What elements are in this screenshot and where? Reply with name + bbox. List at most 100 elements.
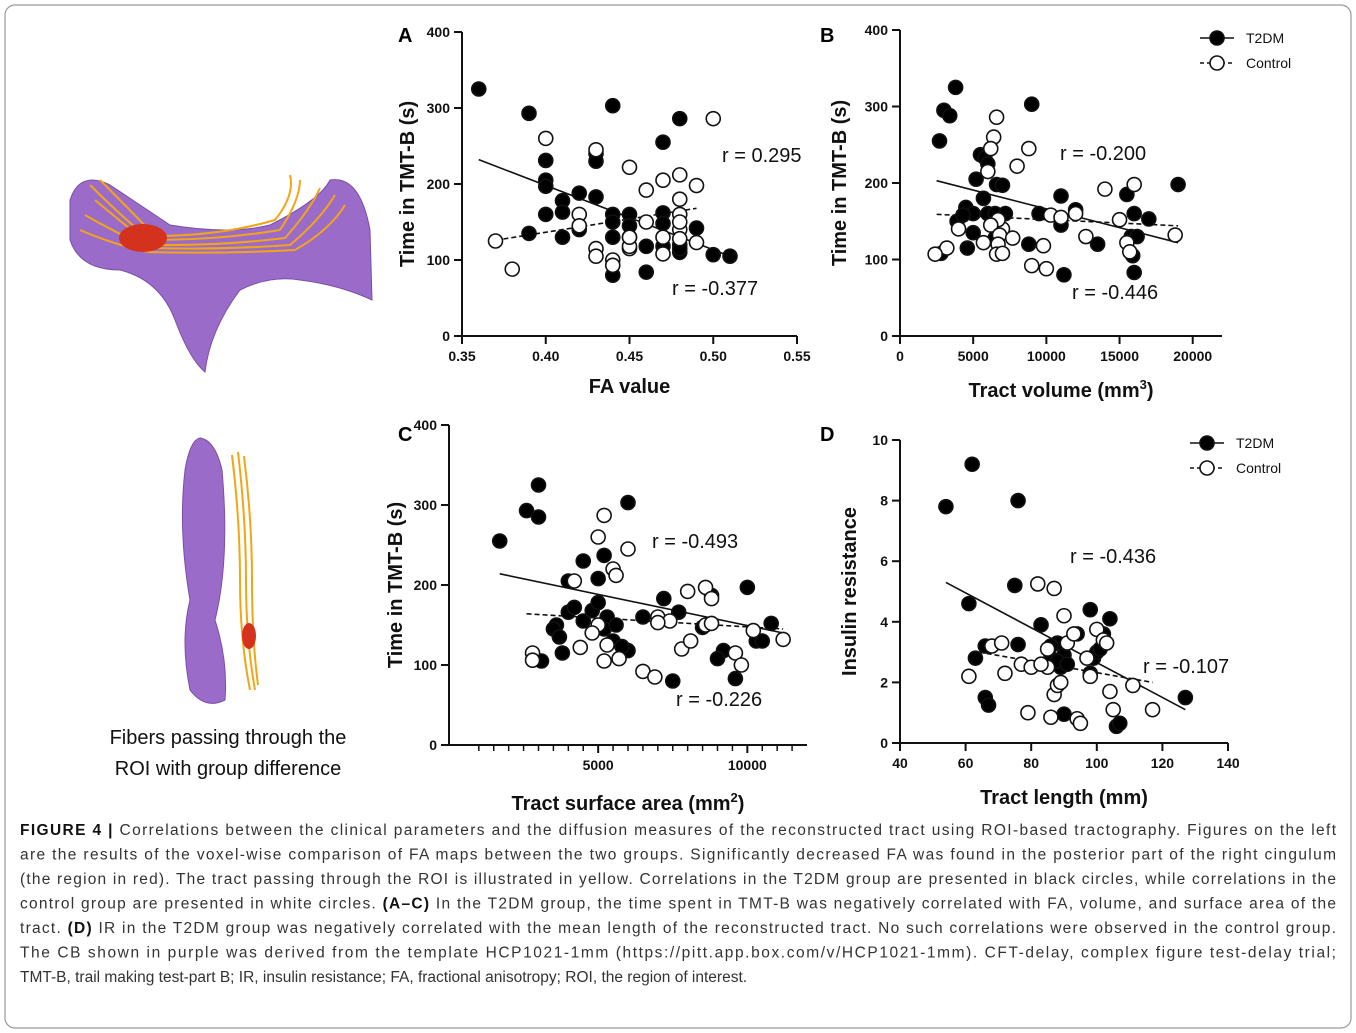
data-point xyxy=(571,185,588,201)
data-point xyxy=(537,130,554,147)
data-point xyxy=(938,498,954,515)
data-point xyxy=(608,617,624,633)
x-tick-label: 10000 xyxy=(728,757,767,773)
data-point xyxy=(1010,492,1026,509)
y-tick-label: 100 xyxy=(427,252,451,268)
data-point xyxy=(993,635,1010,651)
y-tick-label: 100 xyxy=(865,252,889,268)
data-point xyxy=(608,567,624,584)
caption-run: control group are presented in white cir… xyxy=(20,896,381,913)
data-point xyxy=(733,657,750,673)
x-tick-label: 0.45 xyxy=(616,348,643,364)
y-tick-label: 200 xyxy=(865,175,889,191)
data-point xyxy=(959,240,976,256)
y-tick-label: 300 xyxy=(414,497,438,513)
y-axis-label: Insulin resistance xyxy=(839,507,861,676)
data-point xyxy=(947,79,964,96)
data-point xyxy=(604,214,621,230)
caption-line: (the region in red). The tract passing t… xyxy=(20,871,1336,888)
data-point xyxy=(1072,715,1089,732)
data-point xyxy=(1056,607,1072,624)
data-point xyxy=(491,533,508,549)
data-point xyxy=(688,234,705,251)
data-point xyxy=(1023,96,1040,113)
panel-letter: D xyxy=(820,424,834,446)
x-tick-label: 40 xyxy=(892,755,908,771)
data-point xyxy=(1043,709,1059,726)
data-point xyxy=(1097,181,1113,197)
data-point xyxy=(754,633,771,649)
data-point xyxy=(655,134,671,150)
data-point xyxy=(604,97,621,114)
data-point xyxy=(705,246,722,263)
data-point xyxy=(1126,264,1142,281)
y-tick-label: 200 xyxy=(414,577,438,593)
data-point xyxy=(927,246,943,262)
data-point xyxy=(982,140,999,157)
x-axis-label-part: 3 xyxy=(1140,377,1147,392)
y-tick-label: 100 xyxy=(414,657,438,673)
data-point xyxy=(588,248,604,265)
y-tick-label: 300 xyxy=(427,100,451,116)
data-point xyxy=(1111,715,1128,732)
data-point xyxy=(1010,636,1026,653)
data-point xyxy=(1023,257,1040,274)
y-tick-label: 4 xyxy=(880,614,888,630)
data-point xyxy=(572,639,589,656)
data-point xyxy=(722,248,738,265)
data-point xyxy=(1056,266,1072,283)
x-axis-label: Tract length (mm) xyxy=(980,787,1148,809)
x-tick-label: 0.50 xyxy=(700,348,727,364)
panel-letter: C xyxy=(398,424,412,446)
panel-letter: A xyxy=(398,25,412,47)
data-point xyxy=(1053,209,1069,226)
caption-line: FIGURE 4 | Correlations between the clin… xyxy=(20,822,1337,839)
data-point xyxy=(1004,230,1021,246)
legend-marker xyxy=(1199,460,1215,476)
x-tick-label: 10000 xyxy=(1027,348,1066,364)
data-point xyxy=(1125,677,1141,694)
data-point xyxy=(647,669,663,685)
data-point xyxy=(551,629,568,645)
data-point xyxy=(554,229,571,245)
x-axis-label-part: ) xyxy=(738,793,745,815)
data-point xyxy=(638,238,655,255)
trend-line xyxy=(478,158,731,257)
caption-run: Correlations between the clinical parame… xyxy=(114,822,1337,839)
data-point xyxy=(566,573,583,589)
data-point xyxy=(1067,205,1084,222)
data-point xyxy=(1038,260,1055,277)
data-point xyxy=(1126,205,1142,222)
correlation-label: r = -0.226 xyxy=(676,689,762,711)
data-point xyxy=(518,502,535,519)
data-point xyxy=(1053,188,1069,204)
data-point xyxy=(679,583,696,600)
data-point xyxy=(705,110,722,127)
y-tick-label: 6 xyxy=(880,553,888,569)
legend-marker xyxy=(1199,435,1215,451)
correlation-label: r = -0.200 xyxy=(1060,143,1146,165)
x-axis-label-part: ) xyxy=(1147,380,1154,402)
data-point xyxy=(950,221,967,237)
caption-run: In the T2DM group, the time spent in TMT… xyxy=(430,896,1336,913)
data-point xyxy=(650,614,666,631)
figure-frame xyxy=(4,4,1352,1029)
y-tick-label: 400 xyxy=(427,24,451,40)
data-point xyxy=(1167,227,1183,243)
data-point xyxy=(596,507,612,524)
x-axis-label: FA value xyxy=(589,376,671,398)
caption-line: TMT-B, trail making test-part B; IR, ins… xyxy=(20,969,747,986)
data-point xyxy=(1006,577,1023,594)
data-point xyxy=(1082,601,1099,618)
data-point xyxy=(1078,228,1094,245)
data-point xyxy=(621,159,638,176)
data-point xyxy=(739,579,756,596)
data-point xyxy=(1021,236,1037,252)
data-point xyxy=(588,142,604,158)
chart-panel: A 0 100 200 300 400 0.35 0.40 0.45 0.50 0.55 Time i… xyxy=(397,24,811,398)
caption-line: The CB shown in purple was derived from … xyxy=(20,945,1336,962)
caption-run: The CB shown in purple was derived from … xyxy=(20,945,1336,962)
legend-marker xyxy=(1209,55,1225,71)
data-point xyxy=(655,172,671,188)
